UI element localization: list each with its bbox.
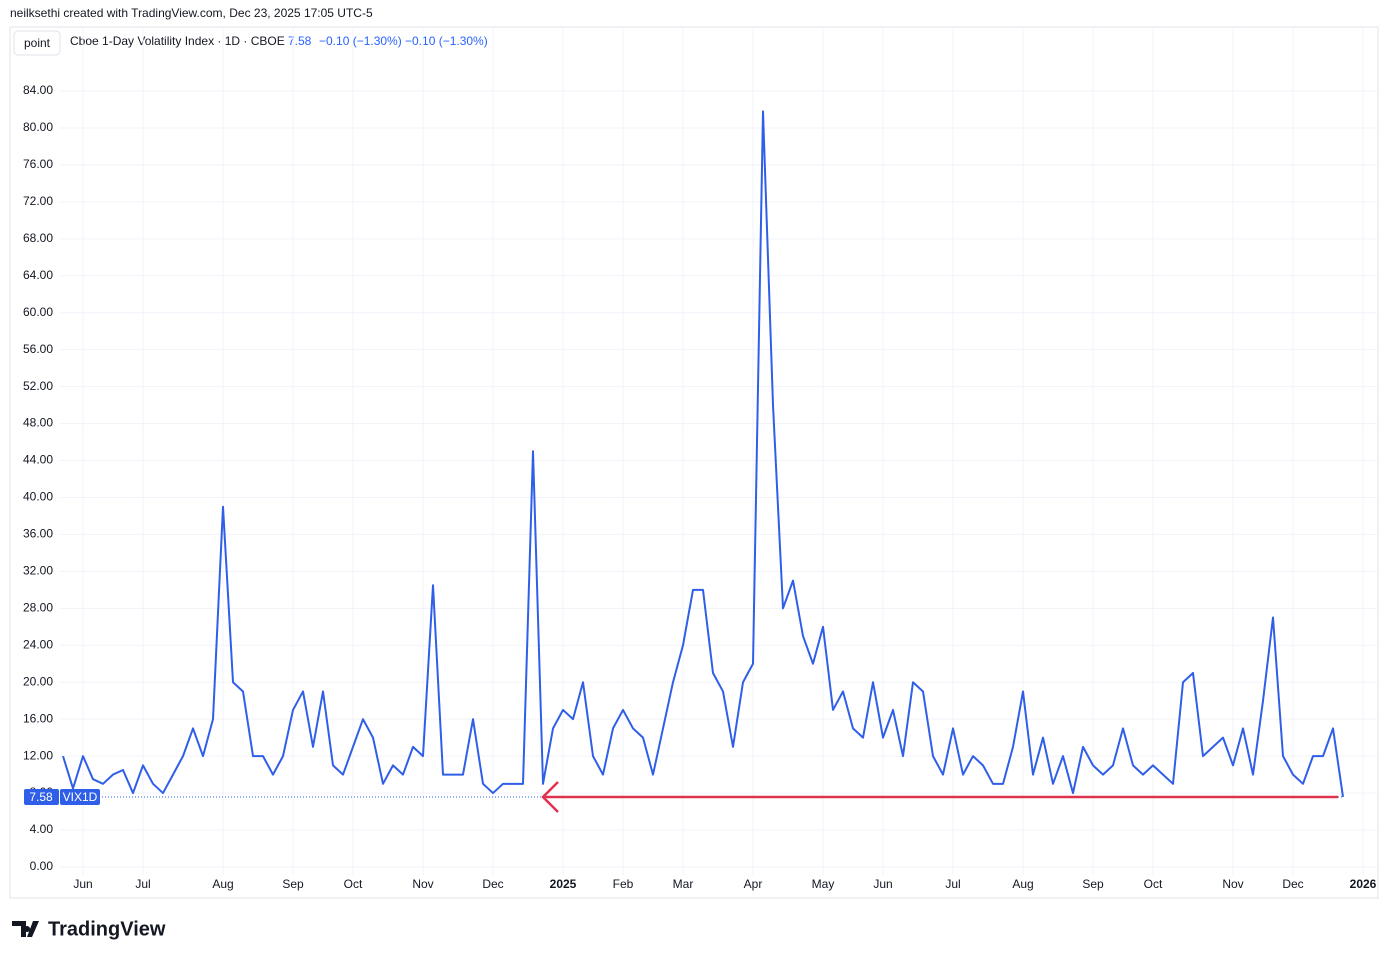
y-tick-label: 4.00 xyxy=(30,822,54,836)
y-tick-label: 24.00 xyxy=(23,637,53,651)
x-tick-label: Dec xyxy=(1282,877,1303,891)
x-tick-label: Oct xyxy=(1144,877,1163,891)
price-tag-name: VIX1D xyxy=(63,790,98,804)
y-tick-label: 12.00 xyxy=(23,748,53,762)
logo: TradingView xyxy=(12,918,166,940)
x-tick-label: Apr xyxy=(744,877,763,891)
legend-change: −0.10 (−1.30%) xyxy=(405,34,488,48)
chart-frame xyxy=(9,26,1379,899)
x-tick-label: Sep xyxy=(1082,877,1104,891)
legend-value: 7.58 xyxy=(288,34,312,48)
y-tick-label: 16.00 xyxy=(23,711,53,725)
x-tick-label: Oct xyxy=(344,877,363,891)
header: neilksethi created with TradingView.com,… xyxy=(10,6,373,20)
y-tick-label: 68.00 xyxy=(23,231,53,245)
price-tags: 7.58 VIX1D xyxy=(24,788,100,805)
logo-mark xyxy=(12,921,39,937)
x-tick-label: Jul xyxy=(945,877,960,891)
legend-instrument: Cboe 1-Day Volatility Index · 1D · CBOE xyxy=(70,34,285,48)
x-tick-label: Nov xyxy=(1222,877,1243,891)
y-tick-label: 72.00 xyxy=(23,194,53,208)
x-tick-label: 2026 xyxy=(1350,877,1377,891)
x-tick-label: Aug xyxy=(212,877,233,891)
y-tick-label: 20.00 xyxy=(23,674,53,688)
y-tick-label: 44.00 xyxy=(23,453,53,467)
y-tick-label: 40.00 xyxy=(23,490,53,504)
plot: Jun Jul Aug Sep Oct Nov Dec 2025 Feb Mar Apr May Jun… xyxy=(23,27,1378,891)
x-tick-label: Nov xyxy=(412,877,433,891)
y-tick-label: 48.00 xyxy=(23,416,53,430)
x-tick-label: Mar xyxy=(673,877,694,891)
y-tick-label: 0.00 xyxy=(30,859,54,873)
y-tick-label: 52.00 xyxy=(23,379,53,393)
y-tick-label: 84.00 xyxy=(23,83,53,97)
price-tag-value: 7.58 xyxy=(29,790,53,804)
x-tick-label: Jul xyxy=(135,877,150,891)
y-tick-label: 76.00 xyxy=(23,157,53,171)
point-button[interactable] xyxy=(13,30,61,56)
x-tick-label: Feb xyxy=(613,877,634,891)
legend-change: −0.10 (−1.30%) xyxy=(319,34,402,48)
series-line xyxy=(62,110,1344,798)
y-tick-label: 56.00 xyxy=(23,342,53,356)
y-tick-label: 32.00 xyxy=(23,564,53,578)
point-button-label[interactable]: point xyxy=(24,36,51,50)
x-tick-label: Sep xyxy=(282,877,304,891)
x-tick-label: Aug xyxy=(1012,877,1033,891)
price-tag xyxy=(24,788,59,805)
x-tick-label: May xyxy=(812,877,835,891)
arrow xyxy=(541,781,1338,813)
x-tick-label: Dec xyxy=(482,877,503,891)
y-tick-label: 36.00 xyxy=(23,527,53,541)
y-tick-label: 80.00 xyxy=(23,120,53,134)
x-tick-label: Jun xyxy=(873,877,892,891)
y-tick-label: 64.00 xyxy=(23,268,53,282)
y-tick-label: 60.00 xyxy=(23,305,53,319)
x-tick-label: 2025 xyxy=(550,877,577,891)
x-tick-label: Jun xyxy=(73,877,92,891)
price-tag-name-box xyxy=(60,788,100,805)
logo-text: TradingView xyxy=(48,918,166,940)
arrow-head xyxy=(541,781,559,813)
y-tick-label: 28.00 xyxy=(23,600,53,614)
